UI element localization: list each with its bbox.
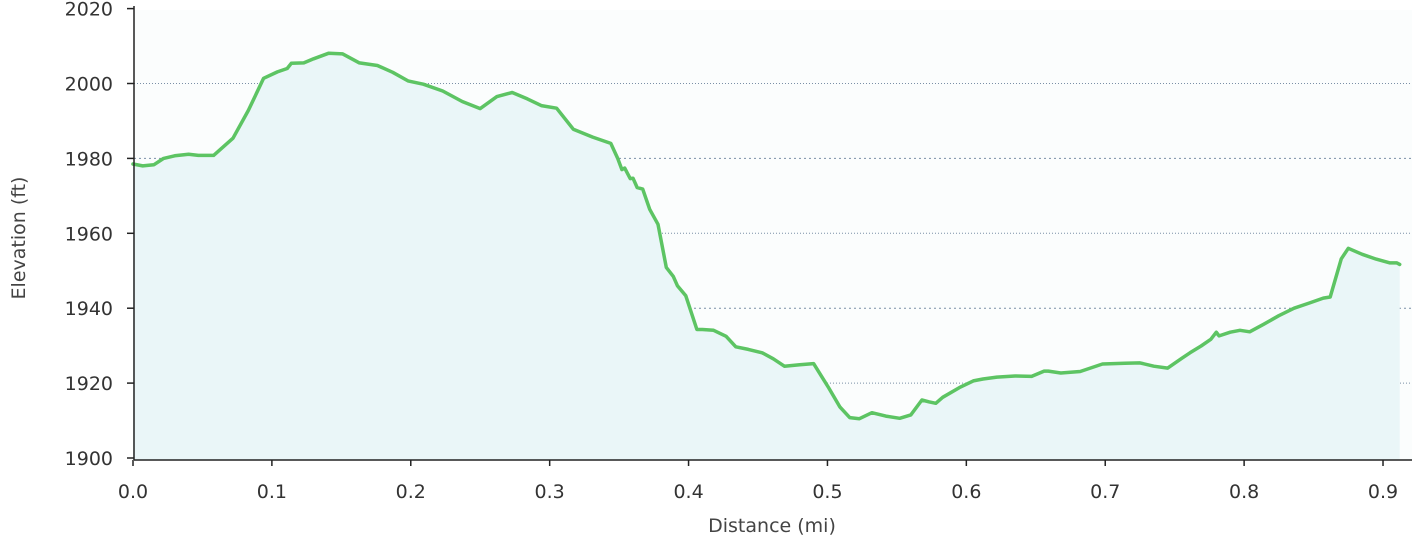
x-tick-label-3: 0.3 xyxy=(535,481,565,503)
y-axis-ticks: 1900 1920 1940 1960 1980 2000 2020 xyxy=(65,0,134,470)
x-tick-label-8: 0.8 xyxy=(1229,481,1259,503)
x-axis-title: Distance (mi) xyxy=(708,515,836,537)
x-tick-label-0: 0.0 xyxy=(118,481,148,503)
x-tick-label-1: 0.1 xyxy=(257,481,287,503)
x-tick-label-6: 0.6 xyxy=(951,481,981,503)
elevation-line-layer xyxy=(131,51,1402,421)
x-tick-label-2: 0.2 xyxy=(396,481,426,503)
y-tick-label-1940: 1940 xyxy=(65,298,113,320)
x-tick-label-4: 0.4 xyxy=(673,481,703,503)
x-tick-label-9: 0.9 xyxy=(1368,481,1398,503)
y-tick-label-1920: 1920 xyxy=(65,373,113,395)
y-tick-label-1900: 1900 xyxy=(65,448,113,470)
elevation-area xyxy=(133,53,1400,460)
y-axis-title: Elevation (ft) xyxy=(8,177,30,300)
elevation-line xyxy=(131,51,1402,421)
y-tick-label-1960: 1960 xyxy=(65,223,113,245)
y-tick-label-1980: 1980 xyxy=(65,148,113,170)
y-tick-label-2000: 2000 xyxy=(65,74,113,96)
x-tick-label-7: 0.7 xyxy=(1090,481,1120,503)
y-tick-label-2020: 2020 xyxy=(65,0,113,21)
x-axis-ticks: 0.0 0.1 0.2 0.3 0.4 0.5 0.6 0.7 0.8 0.9 xyxy=(118,460,1398,503)
elevation-area-fill xyxy=(133,53,1400,460)
x-tick-label-5: 0.5 xyxy=(812,481,842,503)
